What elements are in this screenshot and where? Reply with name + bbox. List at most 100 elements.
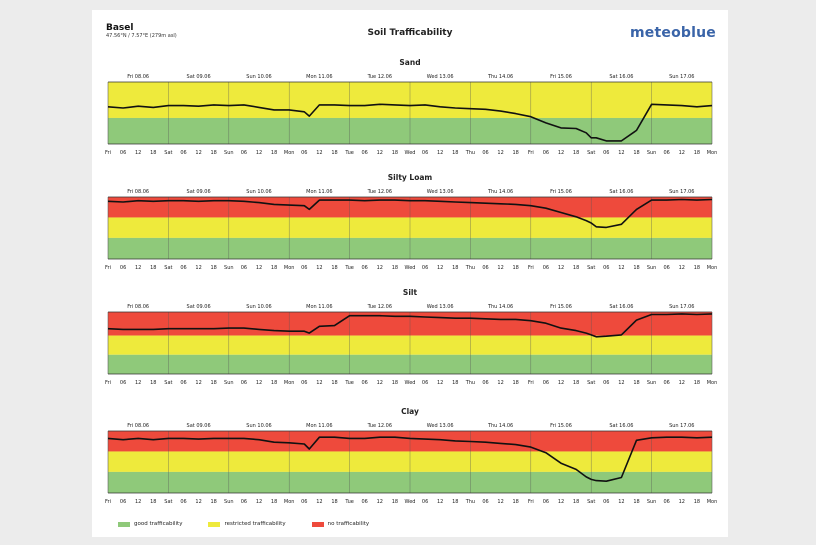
x-tick-label: 18 <box>331 150 337 156</box>
x-tick-label: 18 <box>452 380 458 386</box>
x-tick-label: 18 <box>573 499 579 505</box>
x-tick-label: 06 <box>664 150 670 156</box>
x-tick-label: Sun <box>647 150 657 156</box>
x-tick-label: 12 <box>316 499 322 505</box>
x-tick-label: 12 <box>256 380 262 386</box>
x-tick-label: Wed <box>405 380 416 386</box>
day-label: Sat 16.06 <box>609 304 633 310</box>
x-tick-label: 18 <box>452 265 458 271</box>
x-tick-label: 06 <box>362 265 368 271</box>
day-label: Mon 11.06 <box>306 189 332 195</box>
x-tick-label: 12 <box>618 265 624 271</box>
x-tick-label: Sat <box>164 265 172 271</box>
x-tick-label: Sat <box>164 380 172 386</box>
day-label: Fri 08.06 <box>127 423 149 429</box>
x-tick-label: 12 <box>437 265 443 271</box>
x-tick-label: 12 <box>135 150 141 156</box>
x-tick-label: Thu <box>465 265 475 271</box>
x-tick-label: Mon <box>284 265 295 271</box>
x-tick-label: 18 <box>271 499 277 505</box>
day-label: Thu 14.06 <box>487 423 513 429</box>
chart-silty-loam: Silty Loam Fri 08.06 Sat 09.06 Sun 10.06 Mon… <box>105 173 717 271</box>
legend-label-good: good trafficability <box>134 521 183 527</box>
x-tick-label: 06 <box>362 499 368 505</box>
x-tick-label: 12 <box>679 265 685 271</box>
x-tick-label: 18 <box>573 265 579 271</box>
x-tick-label: 18 <box>271 150 277 156</box>
x-tick-label: 12 <box>135 499 141 505</box>
x-tick-label: 06 <box>241 499 247 505</box>
day-label: Sat 16.06 <box>609 423 633 429</box>
x-tick-label: 12 <box>558 265 564 271</box>
day-label: Sun 10.06 <box>246 304 271 310</box>
day-label: Mon 11.06 <box>306 74 332 80</box>
x-tick-label: 06 <box>301 499 307 505</box>
x-tick-label: 12 <box>377 499 383 505</box>
day-label: Fri 15.06 <box>550 304 572 310</box>
x-tick-label: 18 <box>211 499 217 505</box>
x-tick-label: 06 <box>120 265 126 271</box>
x-tick-label: 06 <box>422 380 428 386</box>
x-tick-label: 12 <box>135 265 141 271</box>
panel-title: Clay <box>401 407 419 416</box>
x-tick-label: Sun <box>647 380 657 386</box>
x-tick-label: Wed <box>405 265 416 271</box>
x-tick-label: 06 <box>482 150 488 156</box>
x-tick-label: Fri <box>528 265 534 271</box>
x-tick-label: 06 <box>120 380 126 386</box>
x-tick-label: 18 <box>331 265 337 271</box>
x-tick-label: 06 <box>422 150 428 156</box>
x-tick-label: 06 <box>362 380 368 386</box>
day-label: Fri 08.06 <box>127 74 149 80</box>
x-tick-label: Fri <box>528 150 534 156</box>
x-tick-label: 06 <box>422 499 428 505</box>
x-tick-label: 18 <box>694 150 700 156</box>
x-tick-label: 12 <box>558 150 564 156</box>
x-tick-label: Sun <box>224 380 234 386</box>
x-tick-label: Sat <box>587 499 595 505</box>
day-label: Sun 17.06 <box>669 423 694 429</box>
x-tick-label: 12 <box>135 380 141 386</box>
x-tick-label: 18 <box>513 265 519 271</box>
brand-logo[interactable]: meteoblue <box>630 25 716 41</box>
x-tick-label: 12 <box>195 265 201 271</box>
x-tick-label: Fri <box>105 265 111 271</box>
x-tick-label: 18 <box>573 150 579 156</box>
x-tick-label: Sun <box>647 265 657 271</box>
x-tick-label: 18 <box>392 380 398 386</box>
legend-label-restricted: restricted trafficability <box>224 521 286 527</box>
x-tick-label: Sat <box>587 150 595 156</box>
x-tick-label: Fri <box>105 499 111 505</box>
x-tick-label: 12 <box>316 380 322 386</box>
day-label: Mon 11.06 <box>306 304 332 310</box>
x-tick-label: Mon <box>707 265 718 271</box>
x-tick-label: 12 <box>558 380 564 386</box>
x-tick-label: 18 <box>150 380 156 386</box>
day-label: Sun 10.06 <box>246 189 271 195</box>
day-label: Sat 16.06 <box>609 74 633 80</box>
location-name: Basel <box>106 23 134 33</box>
legend-swatch-good <box>118 521 130 527</box>
x-tick-label: 12 <box>256 150 262 156</box>
page-title: Soil Trafficability <box>367 28 453 38</box>
x-tick-label: 06 <box>301 150 307 156</box>
legend-swatch-none <box>311 521 324 527</box>
x-tick-label: 06 <box>603 150 609 156</box>
panel-title: Sand <box>399 58 420 67</box>
x-tick-label: 18 <box>211 380 217 386</box>
x-tick-label: 06 <box>482 499 488 505</box>
x-tick-label: 06 <box>543 499 549 505</box>
trafficability-line <box>107 198 713 229</box>
x-tick-label: Fri <box>528 499 534 505</box>
location-coordinates: 47.56°N / 7.57°E (279m asl) <box>106 33 177 39</box>
legend-swatch-restricted <box>208 521 221 527</box>
day-label: Mon 11.06 <box>306 423 332 429</box>
x-tick-label: Mon <box>707 150 718 156</box>
day-label: Sun 17.06 <box>669 304 694 310</box>
panel-title: Silt <box>403 288 418 297</box>
x-tick-label: Tue <box>344 265 354 271</box>
day-label: Thu 14.06 <box>487 189 513 195</box>
x-tick-label: Sun <box>647 499 657 505</box>
panel-title: Silty Loam <box>388 173 433 182</box>
day-label: Sat 09.06 <box>187 189 211 195</box>
